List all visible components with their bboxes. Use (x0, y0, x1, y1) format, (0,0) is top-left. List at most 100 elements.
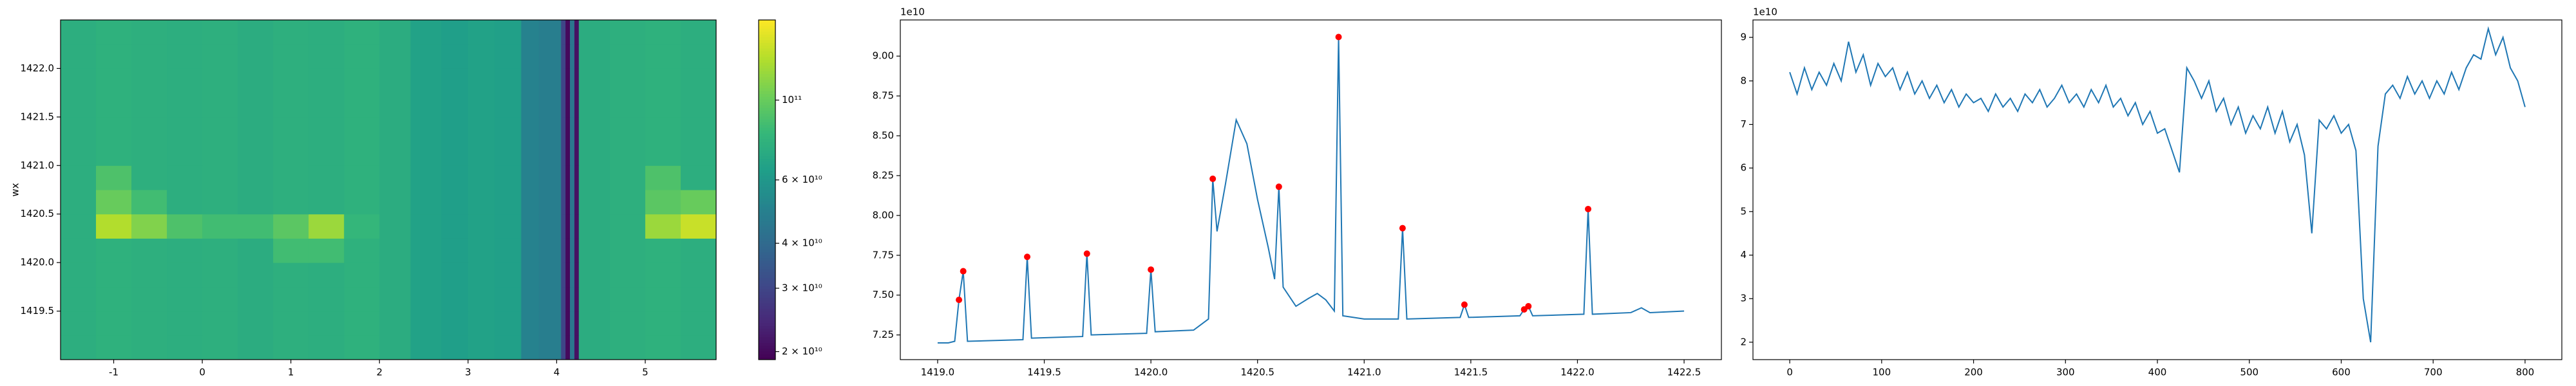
heatmap-cell (609, 93, 646, 118)
colorbar-swatch (759, 275, 775, 278)
heatmap-cell (538, 238, 562, 263)
heatmap-cell (495, 190, 522, 215)
peak-marker (1024, 253, 1031, 261)
heatmap-cell (645, 93, 681, 118)
colorbar-swatch (759, 119, 775, 122)
heatmap-cell (495, 141, 522, 166)
heatmap-cell (574, 262, 580, 288)
heatmap-cell (410, 116, 442, 142)
colorbar-swatch (759, 190, 775, 193)
colorbar-swatch (759, 45, 775, 49)
peak-marker (960, 268, 967, 275)
heatmap-cell (578, 238, 611, 263)
heatmap-cell (609, 214, 646, 239)
y-tick-label: 8 (1740, 75, 1747, 86)
axis-offset-text: 1e10 (900, 6, 925, 18)
heatmap-cell (609, 335, 646, 360)
heatmap-cell (561, 44, 566, 69)
heatmap-cell (167, 141, 203, 166)
heatmap-cell (410, 262, 442, 288)
heatmap-cell (61, 262, 97, 288)
colorbar-swatch (759, 184, 775, 188)
heatmap-cell (61, 190, 97, 215)
x-tick-label: 5 (642, 367, 649, 378)
x-tick-label: 1421.0 (1347, 367, 1381, 378)
heatmap-cell (441, 165, 469, 190)
heatmap-cell (379, 93, 411, 118)
peak-marker (956, 297, 963, 304)
colorbar-swatch (759, 192, 775, 196)
heatmap-cell (131, 286, 167, 312)
heatmap-cell (521, 214, 540, 239)
y-tick-label: 7.75 (873, 249, 894, 261)
heatmap-cell (538, 286, 562, 312)
peak-marker (1148, 266, 1155, 273)
heatmap-cell (521, 262, 540, 288)
heatmap-cell (609, 116, 646, 142)
colorbar-swatch (759, 48, 775, 51)
heatmap-cell (538, 311, 562, 336)
colorbar-swatch (759, 243, 775, 247)
heatmap-cell (308, 68, 345, 93)
x-tick-label: 300 (2056, 367, 2075, 378)
colorbar-swatch (759, 294, 775, 298)
colorbar-swatch (759, 96, 775, 100)
heatmap-cell (495, 44, 522, 69)
heatmap-cell (410, 335, 442, 360)
heatmap-cell (495, 335, 522, 360)
heatmap-cell (680, 165, 717, 190)
colorbar-swatch (759, 156, 775, 160)
heatmap-cell (578, 20, 611, 45)
heatmap-cell (441, 311, 469, 336)
heatmap-cell (565, 93, 571, 118)
heatmap-cell (468, 190, 495, 215)
y-tick-label: 7.50 (873, 289, 894, 300)
heatmap-cell (410, 68, 442, 93)
colorbar-swatch (759, 116, 775, 120)
y-tick-label: 8.25 (873, 169, 894, 181)
y-tick-label: 8.50 (873, 130, 894, 142)
heatmap-cell (308, 335, 345, 360)
y-tick-label: 3 (1740, 293, 1747, 304)
colorbar-swatch (759, 57, 775, 60)
colorbar-swatch (759, 113, 775, 117)
heatmap-cell (578, 190, 611, 215)
heatmap-cell (609, 238, 646, 263)
colorbar-swatch (759, 261, 775, 264)
heatmap-cell (578, 311, 611, 336)
heatmap-cell (167, 262, 203, 288)
heatmap-cell (570, 214, 575, 239)
heatmap-cell (202, 190, 238, 215)
peak-marker (1275, 183, 1282, 190)
heatmap-cell (96, 238, 132, 263)
heatmap-cell (273, 68, 309, 93)
colorbar-swatch (759, 62, 775, 66)
x-tick-label: 1422.5 (1667, 367, 1701, 378)
heatmap-cell (202, 311, 238, 336)
heatmap-cell (645, 190, 681, 215)
heatmap-cell (574, 286, 580, 312)
heatmap-cell (680, 335, 717, 360)
heatmap-cell (273, 214, 309, 239)
colorbar-frame (758, 19, 776, 360)
heatmap-cell (61, 68, 97, 93)
colorbar-swatch (759, 167, 775, 170)
x-tick-label: 800 (2516, 367, 2535, 378)
x-tick-label: 200 (1964, 367, 1983, 378)
heatmap-cell (61, 20, 97, 45)
heatmap-cell (565, 116, 571, 142)
heatmap-cell (538, 262, 562, 288)
heatmap-cell (521, 20, 540, 45)
y-tick-label: 1422.0 (21, 62, 55, 74)
heatmap-cell (61, 311, 97, 336)
y-tick-label: 9.00 (873, 50, 894, 62)
heatmap-cell (574, 116, 580, 142)
heatmap-cell (570, 20, 575, 45)
x-tick-label: 1419.0 (921, 367, 955, 378)
heatmap-cell (308, 238, 345, 263)
heatmap-cell (570, 141, 575, 166)
colorbar-swatch (759, 93, 775, 97)
y-tick-label: 2 (1740, 336, 1747, 347)
heatmap-cell (495, 238, 522, 263)
